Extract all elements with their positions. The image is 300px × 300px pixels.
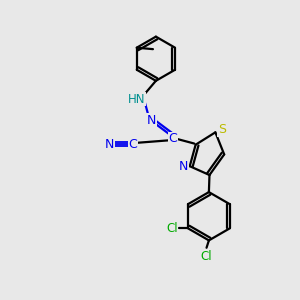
Text: Cl: Cl: [200, 250, 212, 262]
Text: HN: HN: [128, 93, 146, 106]
Text: Cl: Cl: [166, 222, 178, 235]
Text: C: C: [169, 132, 177, 145]
Text: S: S: [218, 124, 226, 136]
Text: N: N: [105, 138, 114, 151]
Text: N: N: [179, 160, 188, 173]
Text: N: N: [147, 114, 156, 127]
Text: C: C: [128, 138, 137, 151]
